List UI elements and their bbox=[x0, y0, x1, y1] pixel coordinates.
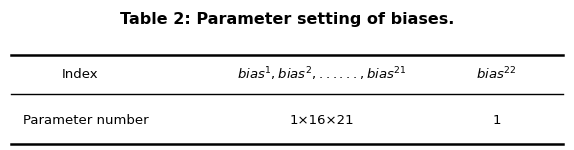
Text: Table 2: Parameter setting of biases.: Table 2: Parameter setting of biases. bbox=[120, 12, 454, 27]
Text: Index: Index bbox=[62, 68, 99, 81]
Text: Parameter number: Parameter number bbox=[23, 114, 149, 127]
Text: 1×16×21: 1×16×21 bbox=[289, 114, 354, 127]
Text: $\mathit{bias}^{22}$: $\mathit{bias}^{22}$ bbox=[476, 66, 517, 82]
Text: $\mathit{bias}^1, \mathit{bias}^2, ......, \mathit{bias}^{21}$: $\mathit{bias}^1, \mathit{bias}^2, .....… bbox=[236, 65, 406, 83]
Text: 1: 1 bbox=[492, 114, 501, 127]
